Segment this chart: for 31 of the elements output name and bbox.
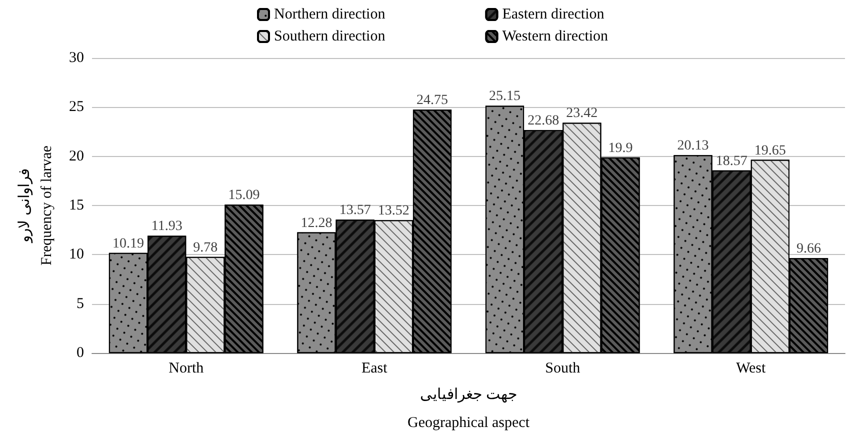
legend-label: Northern direction xyxy=(274,6,386,22)
y-tick-label: 15 xyxy=(69,198,84,214)
data-label: 19.9 xyxy=(608,140,633,156)
y-tick-label: 20 xyxy=(69,148,84,164)
y-tick-label: 0 xyxy=(76,345,84,362)
data-label: 9.66 xyxy=(796,242,822,257)
data-label: 10.19 xyxy=(112,236,144,252)
data-label: 15.09 xyxy=(228,188,260,204)
data-label: 18.57 xyxy=(716,154,748,169)
y-tick-label: 30 xyxy=(69,50,84,66)
y-tick-label: 5 xyxy=(76,296,84,312)
data-label: 23.42 xyxy=(566,106,598,122)
x-tick-label: East xyxy=(361,360,388,377)
data-label: 22.68 xyxy=(528,114,560,129)
x-tick-label: South xyxy=(545,360,581,377)
data-label: 12.28 xyxy=(300,216,332,231)
legend-label: Western direction xyxy=(502,28,609,44)
data-label: 11.93 xyxy=(151,219,182,234)
legend-label: Southern direction xyxy=(274,28,386,44)
y-tick-label: 10 xyxy=(69,246,84,263)
y-tick-label: 25 xyxy=(69,99,84,116)
data-label: 9.78 xyxy=(193,240,218,256)
data-label: 24.75 xyxy=(416,93,448,108)
data-label: 13.52 xyxy=(378,204,410,219)
data-label: 20.13 xyxy=(677,138,709,154)
x-tick-label: North xyxy=(168,360,204,377)
data-label: 25.15 xyxy=(488,89,520,104)
data-label: 13.57 xyxy=(339,203,371,218)
data-label: 19.65 xyxy=(754,143,786,158)
x-tick-label: West xyxy=(736,360,767,377)
legend-label: Eastern direction xyxy=(502,6,605,22)
